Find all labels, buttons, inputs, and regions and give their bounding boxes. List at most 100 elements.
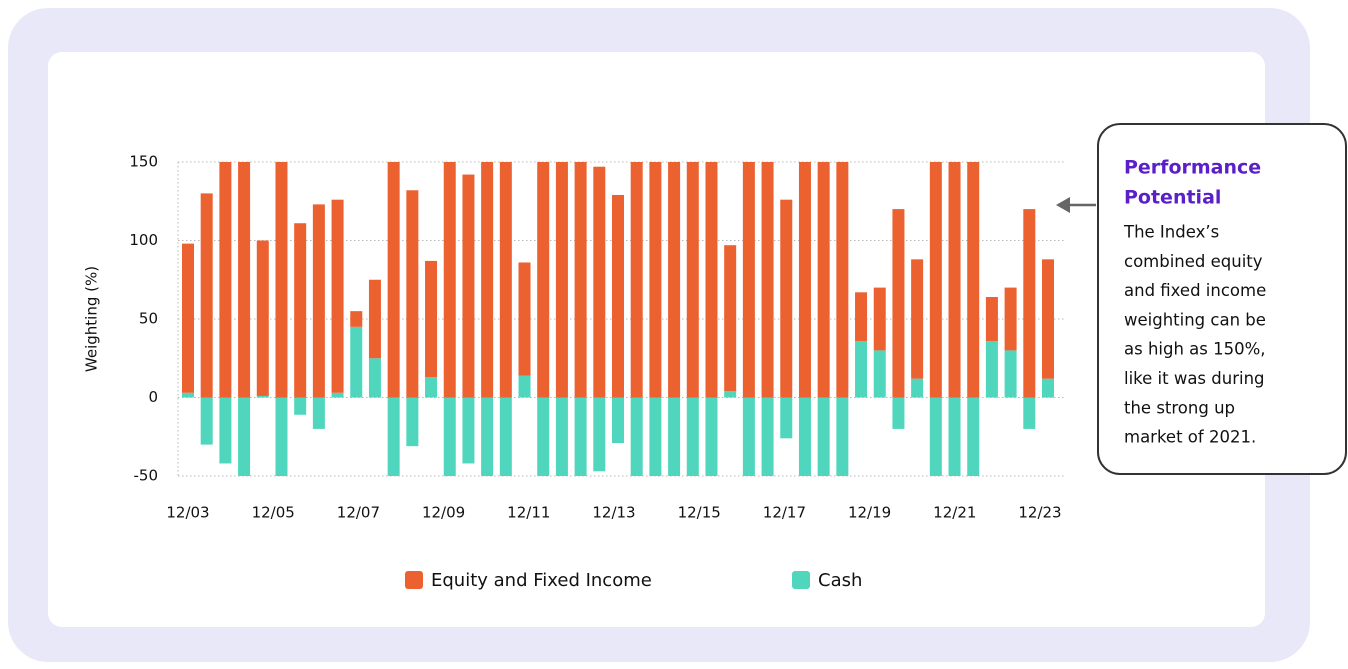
bar-segment bbox=[724, 245, 737, 392]
bar-segment bbox=[836, 162, 849, 398]
legend-swatch bbox=[792, 571, 810, 589]
bar-segment bbox=[537, 162, 550, 398]
bar-segment bbox=[630, 162, 643, 398]
bar-segment bbox=[182, 392, 194, 398]
bar-segment bbox=[668, 162, 681, 398]
bar-segment bbox=[705, 397, 718, 476]
bar-segment bbox=[481, 162, 494, 398]
legend-swatch bbox=[405, 571, 423, 589]
x-tick-label: 12/09 bbox=[422, 504, 465, 522]
bar-segment bbox=[555, 397, 568, 476]
bar-segment bbox=[1023, 397, 1036, 429]
bar-segment bbox=[518, 262, 531, 376]
bar-segment bbox=[368, 358, 381, 398]
bar-segment bbox=[686, 397, 699, 476]
bar-segment bbox=[238, 397, 251, 476]
bar-segment bbox=[1004, 350, 1017, 398]
bar-segment bbox=[668, 397, 681, 476]
legend-label: Cash bbox=[818, 570, 862, 591]
x-tick-label: 12/07 bbox=[337, 504, 380, 522]
bar-segment bbox=[350, 311, 363, 327]
y-tick-label: 50 bbox=[139, 310, 158, 328]
annotation-box bbox=[1097, 123, 1347, 475]
bar-segment bbox=[985, 340, 998, 398]
bar-segment bbox=[275, 397, 288, 476]
bar-segment bbox=[294, 223, 307, 398]
bar-segment bbox=[200, 397, 213, 445]
bar-segment bbox=[312, 397, 325, 429]
bar-segment bbox=[425, 377, 438, 398]
bar-segment bbox=[294, 397, 307, 415]
bar-segment bbox=[574, 162, 587, 398]
bar-segment bbox=[574, 397, 587, 476]
bar-segment bbox=[481, 397, 494, 476]
bar-segment bbox=[1042, 259, 1054, 379]
y-tick-label: 0 bbox=[148, 388, 158, 406]
bar-segment bbox=[761, 162, 774, 398]
x-tick-label: 12/17 bbox=[763, 504, 806, 522]
annotation-text: market of 2021. bbox=[1124, 428, 1256, 447]
bar-segment bbox=[499, 397, 512, 476]
bar-segment bbox=[836, 397, 849, 476]
bar-segment bbox=[742, 162, 755, 398]
bar-segment bbox=[780, 199, 793, 398]
x-tick-label: 12/05 bbox=[252, 504, 295, 522]
annotation-title: Potential bbox=[1124, 187, 1221, 209]
bar-segment bbox=[368, 279, 381, 359]
bar-segment bbox=[443, 397, 456, 476]
bar-segment bbox=[649, 162, 662, 398]
bar-segment bbox=[593, 166, 606, 398]
bar-segment bbox=[350, 326, 363, 398]
annotation-text: the strong up bbox=[1124, 398, 1235, 417]
bar-segment bbox=[929, 397, 942, 476]
annotation-text: combined equity bbox=[1124, 252, 1263, 271]
bar-segment bbox=[406, 397, 419, 447]
bar-segment bbox=[462, 397, 475, 464]
bar-segment bbox=[331, 199, 344, 393]
annotation-text: as high as 150%, bbox=[1124, 340, 1266, 359]
bar-segment bbox=[798, 397, 811, 476]
bar-segment bbox=[649, 397, 662, 476]
bar-segment bbox=[256, 240, 269, 396]
bar-segment bbox=[911, 259, 924, 379]
bar-segment bbox=[1004, 287, 1017, 351]
bar-segment bbox=[855, 340, 868, 398]
bar-segment bbox=[892, 209, 905, 398]
x-tick-label: 12/11 bbox=[507, 504, 550, 522]
bar-segment bbox=[1042, 378, 1054, 398]
bar-segment bbox=[387, 397, 400, 476]
bar-segment bbox=[555, 162, 568, 398]
bar-segment bbox=[798, 162, 811, 398]
bar-segment bbox=[331, 392, 344, 398]
bar-segment bbox=[593, 397, 606, 472]
bar-segment bbox=[275, 162, 288, 398]
bar-segment bbox=[406, 190, 419, 398]
bar-segment bbox=[929, 162, 942, 398]
y-tick-label: -50 bbox=[134, 467, 159, 485]
bar-segment bbox=[499, 162, 512, 398]
x-tick-label: 12/23 bbox=[1018, 504, 1061, 522]
annotation-text: weighting can be bbox=[1124, 310, 1266, 329]
bar-segment bbox=[817, 397, 830, 476]
bar-segment bbox=[892, 397, 905, 429]
bar-segment bbox=[387, 162, 400, 398]
bar-segment bbox=[705, 162, 718, 398]
bar-segment bbox=[873, 287, 886, 351]
bar-segment bbox=[612, 397, 624, 444]
bar-segment bbox=[630, 397, 643, 476]
x-tick-label: 12/21 bbox=[933, 504, 976, 522]
x-tick-label: 12/15 bbox=[678, 504, 721, 522]
bar-segment bbox=[518, 375, 531, 398]
bar-segment bbox=[761, 397, 774, 476]
bar-segment bbox=[256, 395, 269, 398]
annotation-title: Performance bbox=[1124, 157, 1261, 179]
bar-segment bbox=[817, 162, 830, 398]
bar-segment bbox=[911, 378, 924, 398]
bar-segment bbox=[537, 397, 550, 476]
bar-segment bbox=[948, 162, 961, 398]
legend-label: Equity and Fixed Income bbox=[431, 570, 652, 591]
y-tick-label: 150 bbox=[129, 153, 158, 171]
bar-segment bbox=[724, 391, 737, 398]
bar-segment bbox=[238, 162, 251, 398]
